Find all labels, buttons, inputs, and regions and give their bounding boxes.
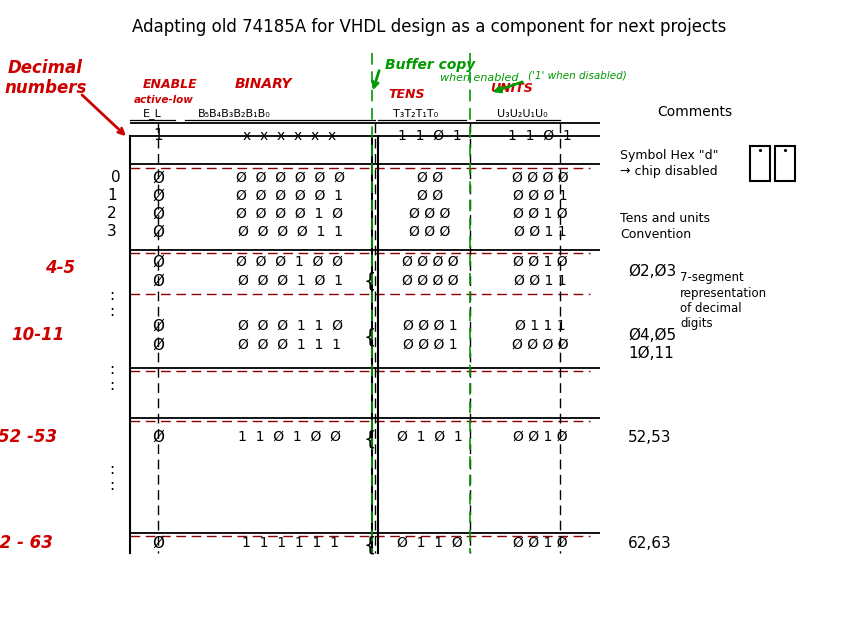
Text: Symbol Hex "d": Symbol Hex "d": [620, 149, 718, 161]
Text: Ø  Ø  Ø  1  Ø  1: Ø Ø Ø 1 Ø 1: [237, 274, 343, 288]
Text: Ø  Ø  Ø  1  Ø  Ø: Ø Ø Ø 1 Ø Ø: [236, 255, 344, 269]
Text: ('1' when disabled): ('1' when disabled): [528, 70, 627, 80]
Text: Ø Ø Ø 1: Ø Ø Ø 1: [403, 338, 457, 352]
Text: T₃T₂T₁T₀: T₃T₂T₁T₀: [393, 109, 438, 119]
Text: 1: 1: [153, 128, 163, 144]
Text: Ø: Ø: [152, 430, 164, 444]
Text: E_L: E_L: [143, 108, 161, 120]
Text: {: {: [364, 327, 376, 346]
Text: Ø  Ø  Ø  Ø  Ø  1: Ø Ø Ø Ø Ø 1: [236, 189, 344, 203]
Text: Ø: Ø: [152, 225, 164, 239]
Text: Comments: Comments: [657, 105, 732, 119]
Text: {: {: [364, 430, 376, 449]
Text: Ø: Ø: [152, 273, 164, 289]
Text: :: :: [109, 463, 114, 477]
Text: Ø Ø 1 Ø: Ø Ø 1 Ø: [513, 255, 567, 269]
Text: 62 - 63: 62 - 63: [0, 534, 52, 552]
Text: Ø  Ø  Ø  1  1  Ø: Ø Ø Ø 1 1 Ø: [237, 319, 343, 333]
Text: Ø  Ø  Ø  Ø  1  1: Ø Ø Ø Ø 1 1: [237, 225, 343, 239]
Text: Ø: Ø: [152, 536, 164, 551]
Text: Ø  1  Ø  1: Ø 1 Ø 1: [397, 430, 463, 444]
Text: {: {: [364, 536, 376, 555]
Text: of decimal: of decimal: [680, 301, 741, 315]
Text: Ø Ø 1 Ø: Ø Ø 1 Ø: [513, 536, 567, 550]
Text: Ø4,Ø5: Ø4,Ø5: [628, 327, 676, 342]
Text: Ø Ø 1 Ø: Ø Ø 1 Ø: [513, 430, 567, 444]
Text: 1  1  1  1  1  1: 1 1 1 1 1 1: [241, 536, 338, 550]
Text: Ø Ø Ø: Ø Ø Ø: [409, 225, 451, 239]
Text: Ø: Ø: [152, 170, 164, 185]
Text: 1  1  Ø  1: 1 1 Ø 1: [509, 129, 572, 143]
Text: Ø  Ø  Ø  Ø  Ø  Ø: Ø Ø Ø Ø Ø Ø: [235, 171, 344, 185]
Text: digits: digits: [680, 316, 713, 330]
Bar: [775, 146, 795, 180]
Text: Ø: Ø: [152, 254, 164, 270]
Text: :: :: [109, 477, 114, 492]
Text: 1  1  Ø  1  Ø  Ø: 1 1 Ø 1 Ø Ø: [239, 430, 342, 444]
Text: 62,63: 62,63: [628, 536, 672, 551]
Text: U₃U₂U₁U₀: U₃U₂U₁U₀: [497, 109, 548, 119]
Text: 52 -53: 52 -53: [0, 428, 58, 446]
Text: representation: representation: [680, 287, 767, 299]
Text: 7-segment: 7-segment: [680, 272, 744, 284]
Text: Ø Ø 1 1: Ø Ø 1 1: [514, 274, 566, 288]
Text: Ø Ø Ø Ø: Ø Ø Ø Ø: [512, 338, 569, 352]
Text: Ø: Ø: [152, 337, 164, 353]
Text: 52,53: 52,53: [628, 430, 672, 444]
Text: Ø Ø Ø 1: Ø Ø Ø 1: [403, 319, 457, 333]
Text: {: {: [364, 272, 376, 291]
Text: 10-11: 10-11: [11, 326, 64, 344]
Text: → chip disabled: → chip disabled: [620, 165, 717, 177]
Text: Ø Ø Ø Ø: Ø Ø Ø Ø: [512, 171, 569, 185]
Text: BINARY: BINARY: [235, 77, 293, 91]
Text: Ø2,Ø3: Ø2,Ø3: [628, 263, 676, 279]
Text: Ø Ø: Ø Ø: [417, 189, 443, 203]
Text: x  x  x  x  x  x: x x x x x x: [243, 129, 337, 143]
Text: Ø Ø 1 Ø: Ø Ø 1 Ø: [513, 207, 567, 221]
Text: Ø: Ø: [152, 206, 164, 222]
Text: Ø: Ø: [152, 318, 164, 334]
Text: Ø Ø: Ø Ø: [417, 171, 443, 185]
Text: 1Ø,11: 1Ø,11: [628, 346, 673, 361]
Text: Ø Ø 1 1: Ø Ø 1 1: [514, 225, 566, 239]
Text: Ø  Ø  Ø  1  1  1: Ø Ø Ø 1 1 1: [239, 338, 342, 352]
Text: TENS: TENS: [388, 89, 424, 101]
Text: :: :: [109, 303, 114, 318]
Text: Decimal: Decimal: [8, 59, 83, 77]
Text: Buffer copy: Buffer copy: [385, 58, 475, 72]
Text: B₅B₄B₃B₂B₁B₀: B₅B₄B₃B₂B₁B₀: [198, 109, 271, 119]
Text: Adapting old 74185A for VHDL design as a component for next projects: Adapting old 74185A for VHDL design as a…: [132, 18, 727, 36]
Text: Ø Ø Ø Ø: Ø Ø Ø Ø: [402, 274, 459, 288]
Text: active-low: active-low: [134, 95, 194, 105]
Text: :: :: [109, 363, 114, 377]
Text: 1: 1: [107, 189, 117, 203]
Text: Ø 1 1 1: Ø 1 1 1: [515, 319, 565, 333]
Text: Tens and units: Tens and units: [620, 211, 710, 225]
Text: 0: 0: [111, 170, 121, 185]
Text: Ø  Ø  Ø  Ø  1  Ø: Ø Ø Ø Ø 1 Ø: [236, 207, 344, 221]
Text: Ø Ø Ø 1: Ø Ø Ø 1: [513, 189, 567, 203]
Text: :: :: [109, 289, 114, 303]
Text: UNITS: UNITS: [490, 82, 533, 94]
Text: Ø  1  1  Ø: Ø 1 1 Ø: [397, 536, 463, 550]
Text: ENABLE: ENABLE: [143, 77, 198, 91]
Text: Convention: Convention: [620, 227, 691, 241]
Text: Ø Ø Ø Ø: Ø Ø Ø Ø: [402, 255, 459, 269]
Text: 1  1  Ø  1: 1 1 Ø 1: [398, 129, 462, 143]
Text: 4-5: 4-5: [45, 259, 75, 277]
Text: 2: 2: [107, 206, 117, 222]
Text: :: :: [109, 377, 114, 392]
Bar: [750, 146, 770, 180]
Text: Ø: Ø: [152, 189, 164, 203]
Text: numbers: numbers: [4, 79, 87, 97]
Text: Ø Ø Ø: Ø Ø Ø: [409, 207, 451, 221]
Text: 3: 3: [107, 225, 117, 239]
Text: when enabled: when enabled: [440, 73, 519, 83]
